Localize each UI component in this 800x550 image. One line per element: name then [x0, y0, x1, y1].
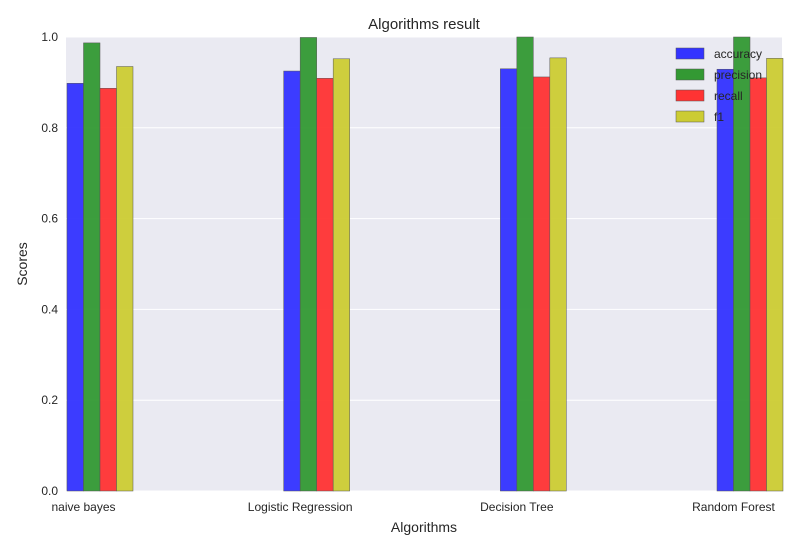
x-tick-label: Decision Tree: [480, 500, 554, 514]
legend: accuracy precision recall f1: [675, 47, 762, 124]
legend-label-accuracy: accuracy: [714, 47, 762, 61]
x-tick-labels: naive bayes Logistic Regression Decision T…: [51, 500, 775, 514]
legend-swatch-recall: [675, 89, 705, 102]
bar-f1: [116, 66, 134, 492]
y-tick-label: 0.8: [41, 121, 58, 135]
y-axis-label: Scores: [14, 242, 30, 286]
y-tick-label: 0.0: [41, 484, 58, 498]
bar-precision: [83, 42, 101, 492]
y-tick-label: 1.0: [41, 30, 58, 44]
bar-accuracy: [66, 83, 84, 492]
y-tick-labels: 0.0 0.2 0.4 0.6 0.8 1.0: [41, 30, 58, 498]
bar-f1: [332, 58, 350, 492]
bar-precision: [516, 36, 534, 492]
y-tick-label: 0.2: [41, 393, 58, 407]
bar-accuracy: [716, 68, 734, 492]
bar-recall: [99, 88, 117, 492]
bar-precision: [299, 37, 317, 492]
legend-swatch-accuracy: [675, 47, 705, 60]
x-tick-label: naive bayes: [51, 500, 115, 514]
x-tick-label: Logistic Regression: [248, 500, 353, 514]
legend-swatch-precision: [675, 68, 705, 81]
bar-recall: [316, 78, 334, 492]
x-axis-label: Algorithms: [391, 519, 457, 535]
y-tick-label: 0.6: [41, 212, 58, 226]
x-tick-label: Random Forest: [692, 500, 775, 514]
plot-background: [66, 37, 782, 491]
bar-recall: [533, 76, 551, 492]
gridlines: [66, 36, 782, 492]
bar-f1: [549, 57, 567, 492]
legend-label-recall: recall: [714, 89, 743, 103]
bar-accuracy: [283, 70, 301, 492]
legend-label-precision: precision: [714, 68, 762, 82]
legend-swatch-f1: [675, 110, 705, 123]
bar-accuracy: [500, 68, 518, 492]
bar-recall: [749, 77, 767, 492]
chart-title: Algorithms result: [368, 16, 481, 33]
bar-precision: [733, 36, 751, 492]
bar-f1: [766, 58, 784, 492]
bars: [66, 36, 784, 492]
legend-label-f1: f1: [714, 110, 724, 124]
y-tick-label: 0.4: [41, 302, 58, 316]
